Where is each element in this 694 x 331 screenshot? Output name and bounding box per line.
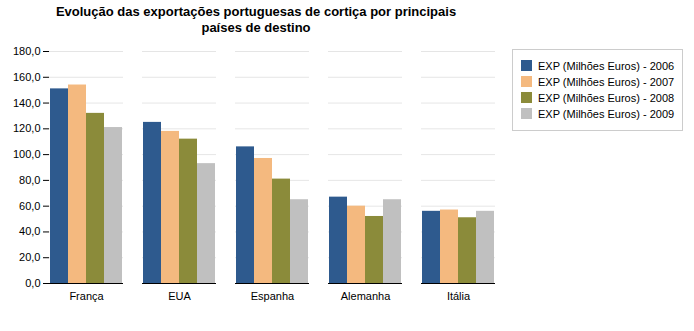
svg-text:80,0: 80,0	[19, 173, 40, 185]
svg-text:40,0: 40,0	[19, 225, 40, 237]
svg-text:120,0: 120,0	[13, 122, 41, 134]
svg-text:França: França	[69, 290, 104, 302]
svg-text:Espanha: Espanha	[251, 290, 295, 302]
svg-text:100,0: 100,0	[13, 148, 41, 160]
svg-text:Itália: Itália	[447, 290, 471, 302]
html-text:EXP (Milhões Euros) - 2008: EXP (Milhões Euros) - 2008	[538, 91, 675, 104]
html-text:EXP (Milhões Euros) - 2007: EXP (Milhões Euros) - 2007	[538, 75, 675, 88]
svg-text:EUA: EUA	[168, 290, 191, 302]
svg-text:160,0: 160,0	[13, 70, 41, 82]
svg-text:180,0: 180,0	[13, 45, 41, 57]
svg-text:140,0: 140,0	[13, 96, 41, 108]
svg-text:0,0: 0,0	[25, 277, 40, 289]
svg-text:20,0: 20,0	[19, 251, 40, 263]
svg-text:Alemanha: Alemanha	[341, 290, 391, 302]
html-text:EXP (Milhões Euros) - 2009: EXP (Milhões Euros) - 2009	[538, 107, 675, 120]
html-text:Evolução das exportações portu: Evolução das exportações portuguesas de …	[55, 4, 457, 36]
html-text:EXP (Milhões Euros) - 2006: EXP (Milhões Euros) - 2006	[538, 59, 675, 72]
svg-text:60,0: 60,0	[19, 199, 40, 211]
